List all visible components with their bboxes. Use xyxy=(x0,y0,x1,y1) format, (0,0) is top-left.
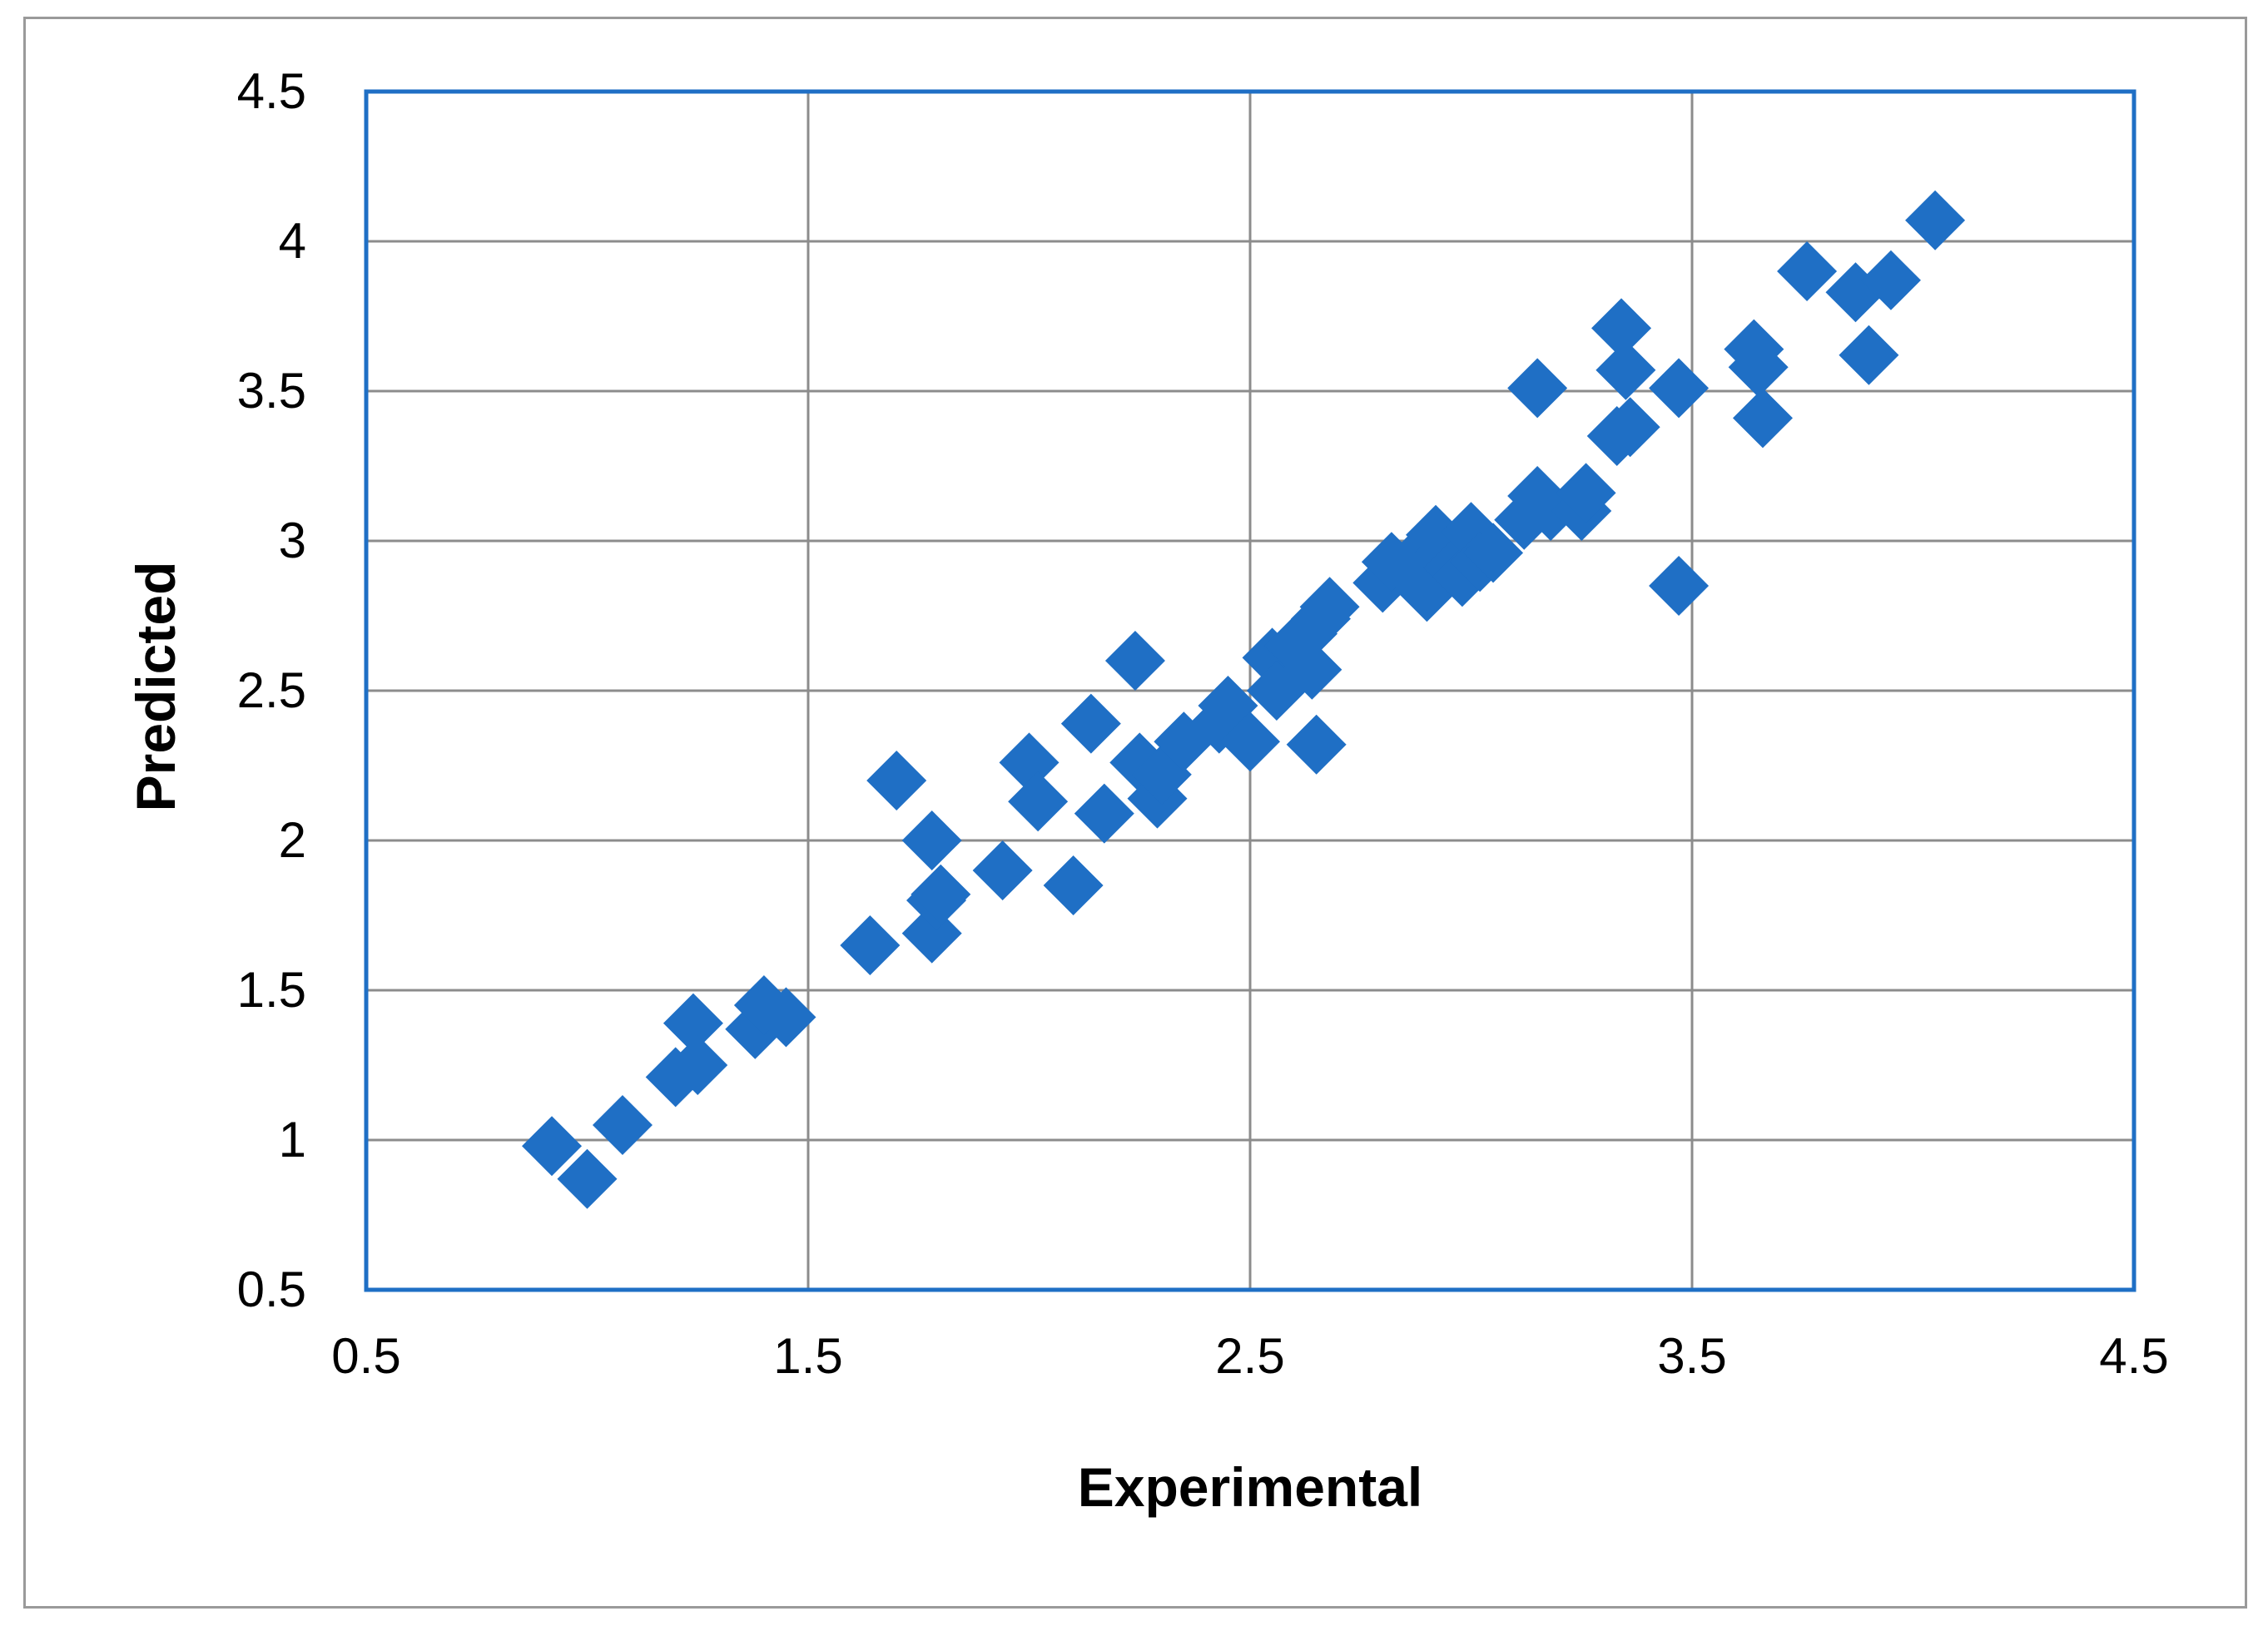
data-point xyxy=(1556,463,1616,523)
x-tick-label: 1.5 xyxy=(773,1328,842,1384)
y-tick-label: 2.5 xyxy=(237,662,306,718)
data-point xyxy=(1507,358,1568,419)
data-point xyxy=(911,864,971,925)
data-point xyxy=(1463,523,1524,583)
data-point xyxy=(1299,577,1360,637)
y-tick-label: 3 xyxy=(279,513,306,568)
data-point xyxy=(866,751,927,811)
data-point xyxy=(1220,711,1280,772)
y-tick-label: 3.5 xyxy=(237,363,306,419)
data-point xyxy=(1060,693,1121,754)
x-tick-label: 2.5 xyxy=(1215,1328,1284,1384)
data-points xyxy=(522,190,1966,1209)
data-point xyxy=(522,1116,583,1177)
data-point xyxy=(1905,190,1966,250)
data-point xyxy=(592,1095,653,1155)
data-point xyxy=(1732,388,1793,449)
data-point xyxy=(1596,340,1656,400)
y-tick-label: 1 xyxy=(279,1112,306,1167)
data-point xyxy=(1282,639,1342,700)
data-point xyxy=(972,840,1033,900)
y-axis-tick-labels: 0.5 1 1.5 2 2.5 3 3.5 4 4.5 xyxy=(237,63,306,1317)
data-point xyxy=(1043,855,1104,915)
y-tick-label: 4 xyxy=(279,213,306,269)
x-tick-label: 0.5 xyxy=(331,1328,400,1384)
data-point xyxy=(999,732,1060,793)
y-tick-label: 1.5 xyxy=(237,962,306,1018)
data-point xyxy=(1728,337,1789,398)
data-point xyxy=(557,1148,618,1209)
data-point xyxy=(1591,298,1652,359)
data-point xyxy=(667,1035,728,1095)
y-tick-label: 0.5 xyxy=(237,1262,306,1317)
data-point xyxy=(1074,783,1134,844)
data-point xyxy=(1008,771,1069,832)
x-axis-title: Experimental xyxy=(1078,1456,1423,1518)
data-point xyxy=(1649,556,1710,616)
data-point xyxy=(1777,241,1838,301)
data-point xyxy=(901,811,962,870)
y-tick-label: 4.5 xyxy=(237,63,306,119)
x-tick-label: 4.5 xyxy=(2099,1328,2168,1384)
data-point xyxy=(663,993,723,1053)
data-point xyxy=(840,915,901,975)
data-point xyxy=(1286,714,1347,775)
plot-area-border xyxy=(364,89,2136,1292)
data-point xyxy=(1649,358,1710,419)
y-tick-label: 2 xyxy=(279,812,306,868)
y-axis-title: Predicted xyxy=(125,562,186,812)
data-point xyxy=(1104,631,1165,691)
data-point xyxy=(1839,325,1899,385)
data-point xyxy=(1600,397,1660,458)
data-point xyxy=(756,987,816,1048)
x-axis-tick-labels: 0.5 1.5 2.5 3.5 4.5 xyxy=(331,1328,2168,1384)
x-tick-label: 3.5 xyxy=(1657,1328,1726,1384)
data-point xyxy=(1860,250,1921,310)
